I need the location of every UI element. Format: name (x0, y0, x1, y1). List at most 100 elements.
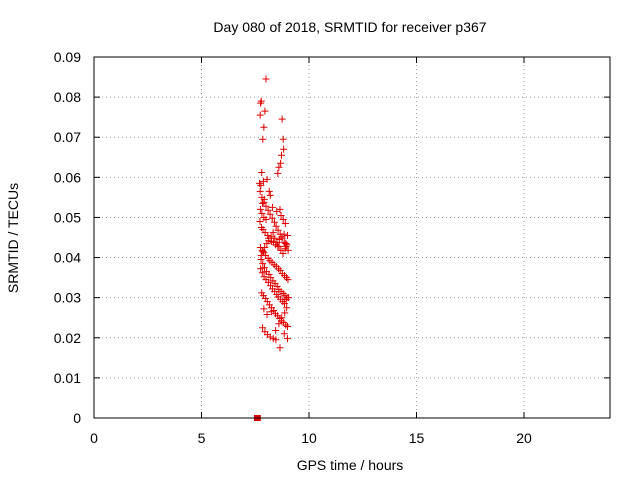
data-point (275, 320, 283, 328)
data-point (268, 203, 276, 211)
data-point (256, 217, 264, 225)
axis-ticks: 0 0.01 0.02 0.03 0.04 0.05 0.06 0.07 0.08 0.09 0 5 1… (54, 49, 610, 446)
data-point (261, 244, 269, 252)
scatter-points (253, 75, 293, 421)
data-point (274, 169, 282, 177)
data-point (280, 330, 288, 338)
data-point (269, 229, 277, 237)
data-point (257, 97, 265, 105)
x-tick-label: 15 (409, 430, 425, 446)
plot-frame (93, 56, 611, 419)
data-point (265, 237, 273, 245)
data-point (270, 218, 278, 226)
data-point (262, 202, 270, 210)
x-axis-label: GPS time / hours (297, 457, 404, 473)
data-point (258, 169, 266, 177)
x-tick-label: 5 (198, 430, 206, 446)
data-point (273, 282, 281, 290)
data-point (258, 209, 266, 217)
y-tick-label: 0.02 (54, 330, 81, 346)
data-point (258, 193, 266, 201)
data-point (284, 231, 291, 239)
data-point (261, 107, 269, 115)
data-point (278, 115, 286, 123)
data-point (277, 211, 285, 219)
data-point (260, 264, 268, 272)
data-point (277, 159, 285, 167)
data-point (262, 75, 270, 83)
data-point (258, 269, 266, 277)
data-point (272, 336, 280, 344)
data-point (284, 323, 291, 331)
data-point (274, 226, 282, 234)
y-tick-label: 0.03 (54, 290, 81, 306)
chart-title: Day 080 of 2018, SRMTID for receiver p36… (213, 19, 486, 35)
y-tick-label: 0.09 (54, 49, 81, 65)
data-point (259, 324, 267, 332)
data-point (282, 321, 290, 329)
data-point (276, 230, 284, 238)
data-point (266, 191, 274, 199)
data-point (278, 234, 286, 242)
data-point (272, 327, 280, 335)
data-point (281, 219, 289, 227)
data-point (257, 265, 265, 273)
data-point (284, 276, 292, 284)
data-point (260, 123, 268, 131)
data-point (268, 214, 276, 222)
data-point (259, 135, 267, 143)
data-point (256, 111, 264, 119)
y-tick-label: 0 (73, 410, 81, 426)
data-point (283, 304, 291, 312)
data-point (267, 308, 275, 316)
x-tick-label: 0 (90, 430, 98, 446)
data-point (281, 309, 289, 317)
data-point (260, 305, 268, 313)
data-point (259, 177, 267, 185)
y-tick-label: 0.06 (54, 169, 81, 185)
data-point (271, 234, 279, 242)
data-point (279, 250, 287, 258)
y-tick-label: 0.01 (54, 370, 81, 386)
y-axis-label: SRMTID / TECUs (5, 183, 21, 293)
y-tick-label: 0.05 (54, 209, 81, 225)
data-point (265, 187, 273, 195)
data-point (284, 335, 291, 343)
data-point (267, 233, 275, 241)
data-point (259, 260, 267, 268)
data-point (260, 198, 268, 206)
y-tick-label: 0.07 (54, 129, 81, 145)
data-point (262, 215, 270, 223)
data-point (275, 242, 283, 250)
data-point (256, 187, 264, 195)
grid-lines (94, 57, 610, 418)
data-point (263, 311, 271, 319)
data-point (272, 222, 280, 230)
data-point (280, 145, 288, 153)
y-tick-label: 0.04 (54, 250, 81, 266)
data-point (276, 205, 284, 213)
data-point (285, 294, 293, 302)
data-point (266, 210, 274, 218)
data-point (279, 135, 287, 143)
data-point (273, 238, 281, 246)
data-point (259, 248, 267, 256)
data-point (280, 238, 288, 246)
data-point (284, 246, 292, 254)
data-point (264, 206, 272, 214)
data-point (256, 205, 264, 213)
data-point (263, 175, 271, 183)
data-point (257, 181, 265, 189)
data-point (274, 265, 282, 273)
data-point (276, 344, 284, 352)
data-point (266, 333, 274, 341)
data-point (282, 242, 290, 250)
data-point (265, 270, 273, 278)
data-point (279, 215, 287, 223)
data-point (275, 163, 283, 171)
x-tick-label: 10 (301, 430, 317, 446)
data-point (280, 300, 288, 308)
y-tick-label: 0.08 (54, 89, 81, 105)
data-point (278, 314, 286, 322)
